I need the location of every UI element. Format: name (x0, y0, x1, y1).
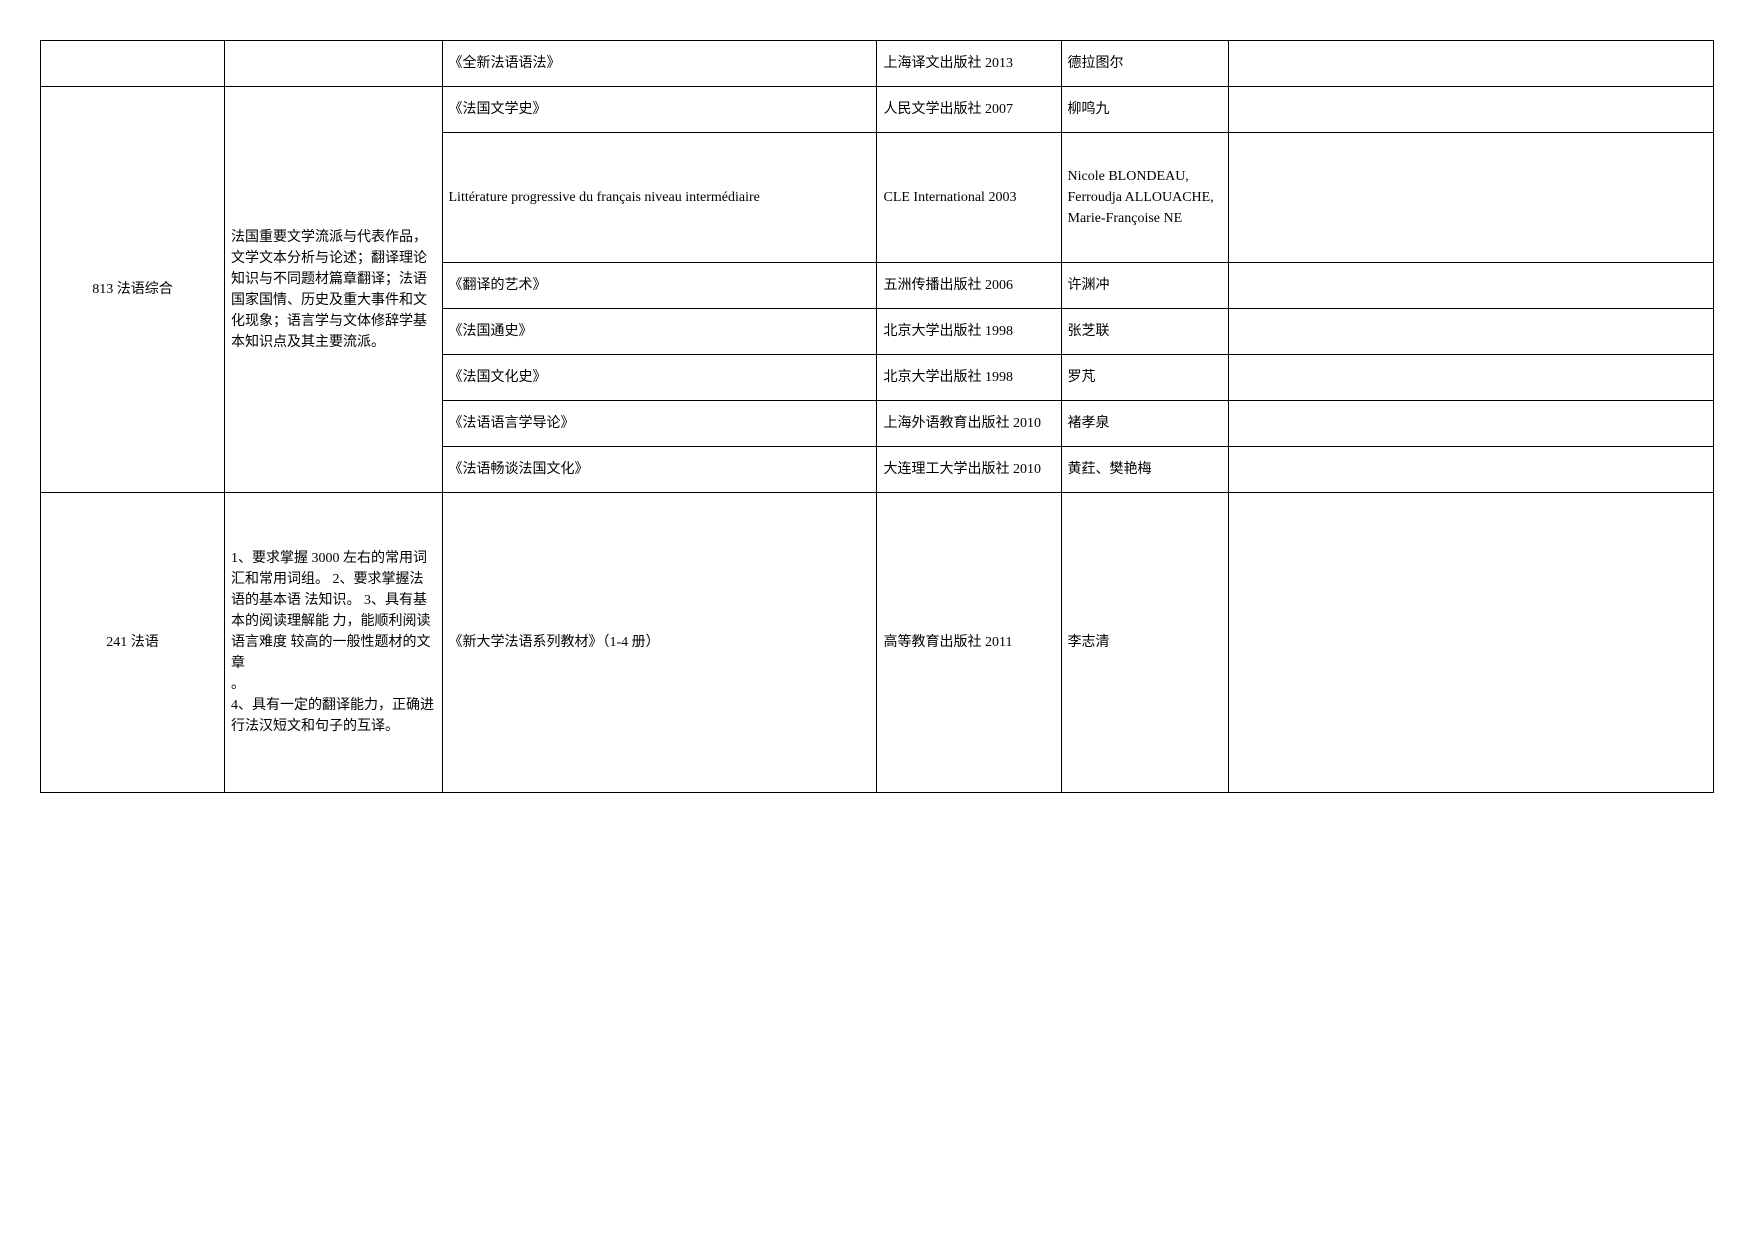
cell-note (1228, 355, 1713, 401)
cell-note (1228, 41, 1713, 87)
cell-code-813: 813 法语综合 (41, 87, 225, 493)
cell-code-241: 241 法语 (41, 493, 225, 793)
cell-pub: 大连理工大学出版社 2010 (877, 447, 1061, 493)
cell-auth: 黄荭、樊艳梅 (1061, 447, 1228, 493)
cell-pub: 人民文学出版社 2007 (877, 87, 1061, 133)
reference-table: 《全新法语语法》 上海译文出版社 2013 德拉图尔 813 法语综合 法国重要… (40, 40, 1714, 793)
cell-auth: 许渊冲 (1061, 263, 1228, 309)
cell-note (1228, 133, 1713, 263)
cell-book: 《新大学法语系列教材》（1-4 册） (442, 493, 877, 793)
cell-auth: 张芝联 (1061, 309, 1228, 355)
cell-book: 《全新法语语法》 (442, 41, 877, 87)
cell-auth: Nicole BLONDEAU, Ferroudja ALLOUACHE, Ma… (1061, 133, 1228, 263)
table-row-241: 241 法语 1、要求掌握 3000 左右的常用词汇和常用词组。 2、要求掌握法… (41, 493, 1714, 793)
cell-pub: 高等教育出版社 2011 (877, 493, 1061, 793)
cell-note (1228, 401, 1713, 447)
cell-book: 《法国文化史》 (442, 355, 877, 401)
cell-auth: 罗芃 (1061, 355, 1228, 401)
cell-book: 《法语语言学导论》 (442, 401, 877, 447)
cell-note (1228, 87, 1713, 133)
cell-desc-241: 1、要求掌握 3000 左右的常用词汇和常用词组。 2、要求掌握法语的基本语 法… (225, 493, 442, 793)
cell-book: 《法语畅谈法国文化》 (442, 447, 877, 493)
cell-auth: 柳鸣九 (1061, 87, 1228, 133)
cell-note (1228, 309, 1713, 355)
cell-desc (225, 41, 442, 87)
cell-pub: 北京大学出版社 1998 (877, 355, 1061, 401)
cell-note (1228, 447, 1713, 493)
cell-auth: 德拉图尔 (1061, 41, 1228, 87)
cell-desc-813: 法国重要文学流派与代表作品，文学文本分析与论述；翻译理论知识与不同题材篇章翻译；… (225, 87, 442, 493)
cell-book: 《翻译的艺术》 (442, 263, 877, 309)
cell-book: Littérature progressive du français nive… (442, 133, 877, 263)
table-row: 《全新法语语法》 上海译文出版社 2013 德拉图尔 (41, 41, 1714, 87)
cell-pub: 五洲传播出版社 2006 (877, 263, 1061, 309)
cell-book: 《法国通史》 (442, 309, 877, 355)
cell-pub: CLE International 2003 (877, 133, 1061, 263)
cell-code (41, 41, 225, 87)
cell-auth: 褚孝泉 (1061, 401, 1228, 447)
cell-book: 《法国文学史》 (442, 87, 877, 133)
cell-pub: 北京大学出版社 1998 (877, 309, 1061, 355)
cell-note (1228, 263, 1713, 309)
cell-pub: 上海译文出版社 2013 (877, 41, 1061, 87)
cell-auth: 李志清 (1061, 493, 1228, 793)
table-row: 813 法语综合 法国重要文学流派与代表作品，文学文本分析与论述；翻译理论知识与… (41, 87, 1714, 133)
cell-pub: 上海外语教育出版社 2010 (877, 401, 1061, 447)
cell-note (1228, 493, 1713, 793)
